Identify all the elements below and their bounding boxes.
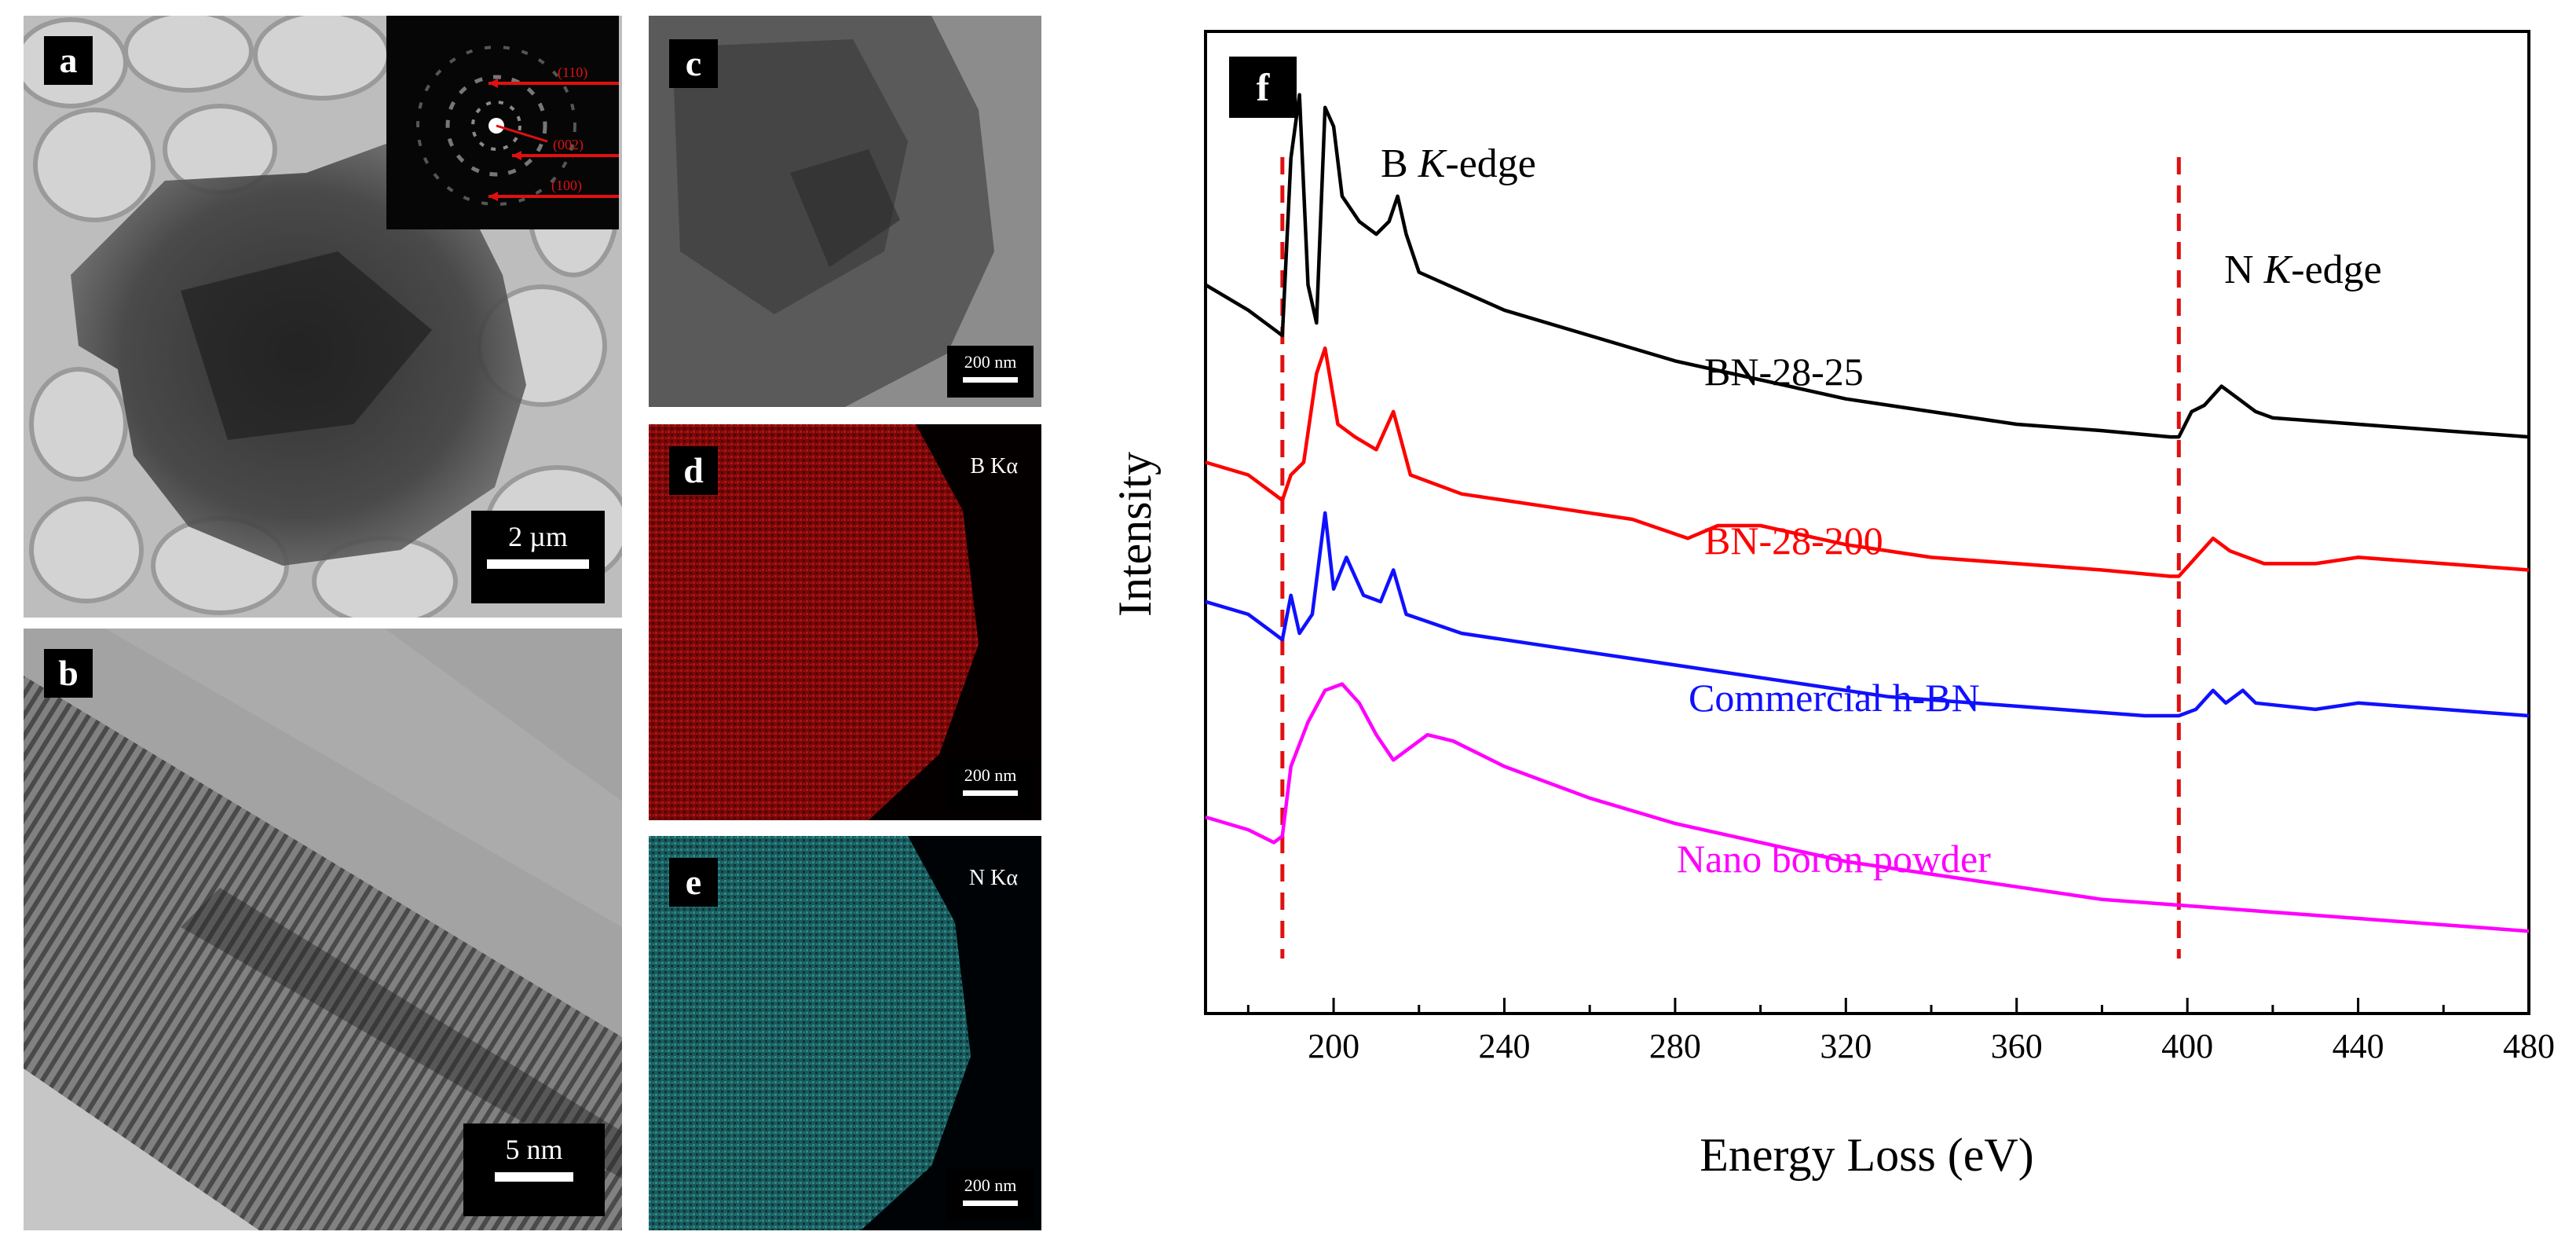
panel-label-f-box <box>1229 57 1297 118</box>
panel-label-d: d <box>669 446 718 495</box>
scale-bar-d: 200 nm <box>947 759 1034 811</box>
saed-ring-110: (110) <box>558 64 587 81</box>
series-layer: BN-28-25 BN-28-200 Commercial h-BN Nano bor… <box>1204 93 2530 933</box>
tick-layer: 200 240 280 320 360 400 440 480 <box>1246 998 2555 1065</box>
panel-label-f: f <box>1257 65 1271 109</box>
scale-bar-a-label: 2 µm <box>508 521 568 552</box>
panel-label-c: c <box>669 39 718 88</box>
series-line-nano-boron-powder <box>1205 682 2530 933</box>
annotation-b-k-edge: B K-edge <box>1381 141 1536 186</box>
series-label-nano-boron-powder: Nano boron powder <box>1677 837 1991 881</box>
panel-label-a: a <box>44 36 93 85</box>
x-tick-label-360: 360 <box>1991 1027 2043 1065</box>
scale-bar-c-label: 200 nm <box>964 352 1017 372</box>
scale-bar-a: 2 µm <box>471 511 605 603</box>
x-tick-label-200: 200 <box>1308 1027 1359 1065</box>
x-tick-label-280: 280 <box>1649 1027 1701 1065</box>
scale-bar-b-line <box>495 1172 573 1182</box>
scale-bar-b: 5 nm <box>463 1124 605 1216</box>
y-axis-label: Intensity <box>1109 452 1161 617</box>
panel-e: e N Kα 200 nm <box>649 836 1041 1230</box>
saed-ring-100: (100) <box>551 178 582 194</box>
plot-frame <box>1204 30 2530 1015</box>
x-tick-label-480: 480 <box>2503 1027 2555 1065</box>
series-label-bn-28-200: BN-28-200 <box>1704 519 1883 563</box>
scale-bar-c: 200 nm <box>947 346 1034 398</box>
scale-bar-a-line <box>487 559 589 569</box>
x-tick-label-400: 400 <box>2161 1027 2213 1065</box>
scale-bar-d-line <box>963 790 1018 796</box>
scale-bar-b-label: 5 nm <box>505 1134 563 1165</box>
series-line-commercial-h-bn <box>1205 511 2530 718</box>
saed-pattern: (110) (002) (100) <box>386 16 619 229</box>
annotation-n-k-edge: N K-edge <box>2224 247 2382 292</box>
series-label-commercial-h-bn: Commercial h-BN <box>1689 676 1980 720</box>
x-axis-label: Energy Loss (eV) <box>1700 1129 2033 1181</box>
element-label-d: B Kα <box>970 454 1018 478</box>
scale-bar-e-label: 200 nm <box>964 1175 1017 1195</box>
scale-bar-c-line <box>963 377 1018 383</box>
series-line-bn-28-25 <box>1204 93 2530 439</box>
panel-b: b 5 nm <box>24 629 622 1230</box>
scale-bar-d-label: 200 nm <box>964 765 1017 785</box>
series-line-bn-28-200 <box>1205 346 2530 578</box>
element-label-e: N Kα <box>968 866 1018 890</box>
scale-bar-e-line <box>963 1201 1018 1206</box>
panel-c: c 200 nm <box>649 16 1041 407</box>
x-tick-label-240: 240 <box>1478 1027 1530 1065</box>
eels-chart: BN-28-25 BN-28-200 Commercial h-BN Nano bor… <box>1109 30 2555 1181</box>
panel-a: (110) (002) (100) a 2 µm <box>24 16 622 618</box>
panel-d: d B Kα 200 nm <box>649 424 1041 820</box>
saed-ring-002: (002) <box>553 137 584 153</box>
x-tick-label-320: 320 <box>1820 1027 1872 1065</box>
panel-label-b: b <box>44 649 93 698</box>
x-tick-label-440: 440 <box>2333 1027 2384 1065</box>
saed-inset: (110) (002) (100) <box>386 16 619 229</box>
panel-label-e: e <box>669 858 718 907</box>
scale-bar-e: 200 nm <box>947 1169 1034 1221</box>
series-label-bn-28-25: BN-28-25 <box>1704 350 1864 394</box>
